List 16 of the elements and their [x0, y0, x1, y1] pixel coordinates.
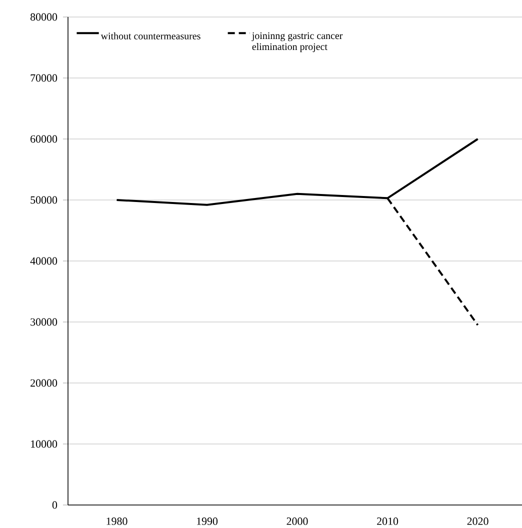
x-tick-label: 2020 — [467, 518, 488, 525]
y-tick-label: 80000 — [30, 13, 58, 21]
y-tick-label: 70000 — [30, 74, 58, 82]
legend-label: without countermeasures — [100, 32, 200, 40]
legend-label: joininng gastric cancer elimination project — [252, 32, 343, 52]
y-tick-label: 30000 — [30, 318, 58, 326]
y-tick-label: 40000 — [30, 257, 58, 265]
y-tick-label: 60000 — [30, 135, 58, 143]
x-tick-label: 1980 — [106, 518, 128, 525]
x-tick-label: 2010 — [377, 518, 398, 525]
x-tick-label: 1990 — [197, 518, 218, 525]
y-tick-label: 10000 — [31, 440, 58, 448]
y-tick-label: 50000 — [30, 196, 58, 204]
y-tick-label: 0 — [52, 501, 58, 509]
x-tick-label: 2000 — [286, 518, 308, 525]
y-tick-label: 20000 — [30, 379, 58, 387]
